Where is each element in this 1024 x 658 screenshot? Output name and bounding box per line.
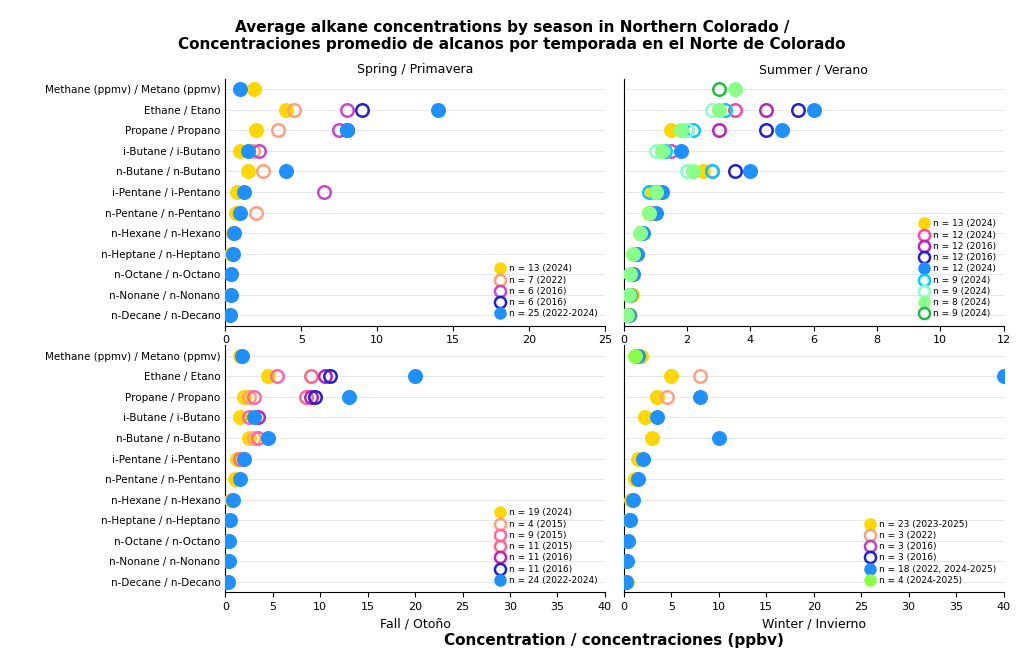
Legend: n = 13 (2024), n = 12 (2024), n = 12 (2016), n = 12 (2016), n = 12 (2024), n = 9: n = 13 (2024), n = 12 (2024), n = 12 (20… (916, 216, 999, 321)
Text: Concentration / concentraciones (ppbv): Concentration / concentraciones (ppbv) (444, 633, 784, 648)
X-axis label: Winter / Invierno: Winter / Invierno (762, 617, 865, 630)
Legend: n = 23 (2023-2025), n = 3 (2022), n = 3 (2016), n = 3 (2016), n = 18 (2022, 2024: n = 23 (2023-2025), n = 3 (2022), n = 3 … (863, 517, 999, 588)
Title: Summer / Verano: Summer / Verano (759, 63, 868, 76)
Text: Average alkane concentrations by season in Northern Colorado /
Concentraciones p: Average alkane concentrations by season … (178, 20, 846, 52)
X-axis label: Fall / Otoño: Fall / Otoño (380, 617, 451, 630)
Legend: n = 19 (2024), n = 4 (2015), n = 9 (2015), n = 11 (2015), n = 11 (2016), n = 11 : n = 19 (2024), n = 4 (2015), n = 9 (2015… (493, 506, 600, 588)
Legend: n = 13 (2024), n = 7 (2022), n = 6 (2016), n = 6 (2016), n = 25 (2022-2024): n = 13 (2024), n = 7 (2022), n = 6 (2016… (493, 262, 600, 321)
Title: Spring / Primavera: Spring / Primavera (357, 63, 473, 76)
